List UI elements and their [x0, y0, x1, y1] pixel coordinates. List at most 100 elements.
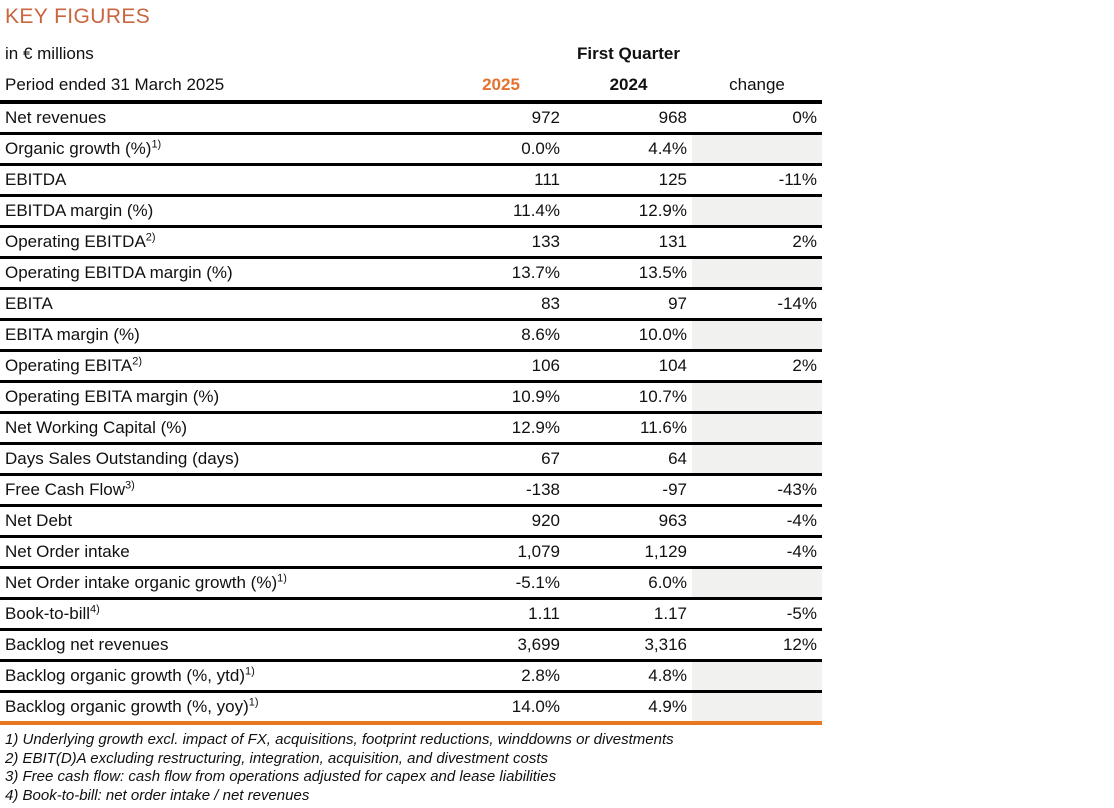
- value-change: [692, 691, 822, 725]
- table-row: Net Debt 920 963 -4%: [0, 505, 822, 538]
- footnote: 2) EBIT(D)A excluding restructuring, int…: [5, 749, 549, 767]
- footnote: 1) Underlying growth excl. impact of FX,…: [5, 731, 674, 748]
- value-2024: 6.0%: [565, 567, 692, 600]
- metric-label: EBITDA margin (%): [0, 195, 437, 228]
- metric-label: Operating EBITDA2): [0, 226, 437, 259]
- value-2025: 12.9%: [437, 412, 565, 445]
- table-row: Operating EBITDA margin (%) 13.7% 13.5%: [0, 257, 822, 290]
- metric-label: Net revenues: [0, 102, 437, 135]
- value-2025: 13.7%: [437, 257, 565, 290]
- table-row: Operating EBITDA2) 133 131 2%: [0, 226, 822, 259]
- value-2025: 111: [437, 164, 565, 197]
- header-row-columns: Period ended 31 March 2025 2025 2024 cha…: [0, 69, 822, 104]
- value-change: [692, 195, 822, 228]
- value-2025: 67: [437, 443, 565, 476]
- value-change: -11%: [692, 164, 822, 197]
- unit-label: in € millions: [5, 43, 94, 63]
- value-2025: 14.0%: [437, 691, 565, 725]
- spacer-cell: [437, 38, 565, 69]
- footnote: 4) Book-to-bill: net order intake / net …: [5, 786, 310, 804]
- table-row: Book-to-bill4) 1.11 1.17 -5%: [0, 598, 822, 631]
- table-row: EBITA margin (%) 8.6% 10.0%: [0, 319, 822, 352]
- value-2024: 10.0%: [565, 319, 692, 352]
- value-change: -43%: [692, 474, 822, 507]
- table-row: EBITDA margin (%) 11.4% 12.9%: [0, 195, 822, 228]
- header-row-quarter: in € millions First Quarter: [0, 38, 822, 69]
- table-row: EBITA 83 97 -14%: [0, 288, 822, 321]
- value-2024: 4.8%: [565, 660, 692, 693]
- metric-label: Operating EBITDA margin (%): [0, 257, 437, 290]
- table-row: Operating EBITA2) 106 104 2%: [0, 350, 822, 383]
- value-change: [692, 567, 822, 600]
- value-2024: 64: [565, 443, 692, 476]
- value-change: -14%: [692, 288, 822, 321]
- metric-label: Backlog organic growth (%, yoy)1): [0, 691, 437, 725]
- column-header-2024: 2024: [565, 69, 692, 104]
- value-2024: 12.9%: [565, 195, 692, 228]
- column-header-2025: 2025: [437, 69, 565, 104]
- metric-label: EBITA margin (%): [0, 319, 437, 352]
- value-2024: 4.9%: [565, 691, 692, 725]
- period-label: Period ended 31 March 2025: [0, 69, 437, 104]
- value-change: -5%: [692, 598, 822, 631]
- metric-label: Net Debt: [0, 505, 437, 538]
- table-row: Backlog organic growth (%, yoy)1) 14.0% …: [0, 691, 822, 725]
- footnote-ref: 1): [245, 665, 255, 678]
- value-change: -4%: [692, 505, 822, 538]
- value-2024: 11.6%: [565, 412, 692, 445]
- footnote-ref: 2): [145, 231, 156, 244]
- value-change: 2%: [692, 350, 822, 383]
- value-2025: 83: [437, 288, 565, 321]
- value-2025: 1,079: [437, 536, 565, 569]
- value-2025: 11.4%: [437, 195, 565, 228]
- value-change: [692, 443, 822, 476]
- table-row: Operating EBITA margin (%) 10.9% 10.7%: [0, 381, 822, 414]
- key-figures-table: in € millions First Quarter Period ended…: [0, 38, 822, 725]
- value-2024: 3,316: [565, 629, 692, 662]
- metric-label: Backlog organic growth (%, ytd)1): [0, 660, 437, 693]
- table-row: Net revenues 972 968 0%: [0, 102, 822, 135]
- value-2024: 13.5%: [565, 257, 692, 290]
- footnote-ref: 4): [90, 603, 100, 616]
- metric-label: Net Order intake: [0, 536, 437, 569]
- value-2024: 968: [565, 102, 692, 135]
- footnote-ref: 1): [248, 696, 259, 709]
- metric-label: Organic growth (%)1): [0, 133, 437, 166]
- value-change: 2%: [692, 226, 822, 259]
- value-change: [692, 133, 822, 166]
- page-title: KEY FIGURES: [5, 5, 151, 28]
- footnote-ref: 3): [124, 479, 135, 492]
- value-2025: 10.9%: [437, 381, 565, 414]
- table-row: Net Order intake 1,079 1,129 -4%: [0, 536, 822, 569]
- value-2025: 1.11: [437, 598, 565, 631]
- value-2025: 972: [437, 102, 565, 135]
- quarter-label: First Quarter: [577, 43, 680, 63]
- value-change: [692, 660, 822, 693]
- table-row: Net Order intake organic growth (%)1) -5…: [0, 567, 822, 600]
- table-row: Organic growth (%)1) 0.0% 4.4%: [0, 133, 822, 166]
- value-2025: -138: [437, 474, 565, 507]
- metric-label: Net Working Capital (%): [0, 412, 437, 445]
- column-header-change: change: [692, 69, 822, 104]
- footnotes: 1) Underlying growth excl. impact of FX,…: [5, 731, 1114, 805]
- value-2024: 125: [565, 164, 692, 197]
- metric-label: Days Sales Outstanding (days): [0, 443, 437, 476]
- footnote: 3) Free cash flow: cash flow from operat…: [5, 768, 557, 785]
- footnote-ref: 2): [132, 355, 143, 368]
- value-change: [692, 257, 822, 290]
- value-2024: 97: [565, 288, 692, 321]
- table-row: Backlog organic growth (%, ytd)1) 2.8% 4…: [0, 660, 822, 693]
- value-2024: 104: [565, 350, 692, 383]
- spacer-cell: [692, 38, 822, 69]
- value-2024: 131: [565, 226, 692, 259]
- table-row: Free Cash Flow3) -138 -97 -43%: [0, 474, 822, 507]
- value-2025: 920: [437, 505, 565, 538]
- value-change: [692, 412, 822, 445]
- metric-label: Operating EBITA2): [0, 350, 437, 383]
- metric-label: Net Order intake organic growth (%)1): [0, 567, 437, 600]
- value-2025: 0.0%: [437, 133, 565, 166]
- footnote-ref: 1): [151, 138, 162, 151]
- metric-label: Book-to-bill4): [0, 598, 437, 631]
- value-2024: -97: [565, 474, 692, 507]
